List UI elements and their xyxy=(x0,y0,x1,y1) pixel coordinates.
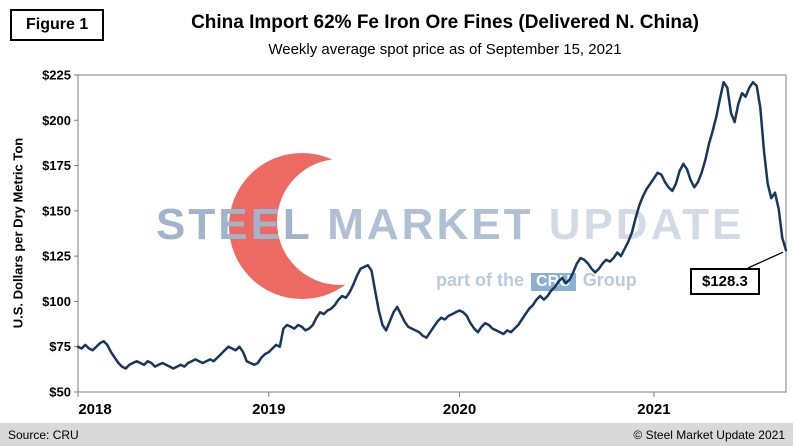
svg-text:$200: $200 xyxy=(42,113,71,128)
price-line-chart: $50 $75 $100 $125 $150 $175 $200 $225 2018 2019 20… xyxy=(42,68,788,418)
svg-text:$150: $150 xyxy=(42,203,71,218)
svg-text:2019: 2019 xyxy=(252,401,285,418)
figure-label: Figure 1 xyxy=(10,9,105,41)
copyright-label: © Steel Market Update 2021 xyxy=(633,427,785,442)
source-label: Source: CRU xyxy=(8,427,79,442)
svg-text:$100: $100 xyxy=(42,294,71,309)
chart-subtitle: Weekly average spot price as of Septembe… xyxy=(268,41,622,58)
svg-text:$175: $175 xyxy=(42,158,71,173)
latest-price-callout: $128.3 xyxy=(690,268,760,295)
y-axis-title: U.S. Dollars per Dry Metric Ton xyxy=(10,137,26,329)
svg-text:$75: $75 xyxy=(49,339,71,354)
svg-text:$50: $50 xyxy=(49,385,71,400)
svg-text:2021: 2021 xyxy=(637,401,670,418)
svg-text:$125: $125 xyxy=(42,249,71,264)
svg-text:$225: $225 xyxy=(42,68,71,83)
chart-title: China Import 62% Fe Iron Ore Fines (Deli… xyxy=(191,12,699,33)
footer-bar: Source: CRU © Steel Market Update 2021 xyxy=(0,423,793,446)
svg-text:2018: 2018 xyxy=(78,401,111,418)
svg-text:2020: 2020 xyxy=(443,401,476,418)
